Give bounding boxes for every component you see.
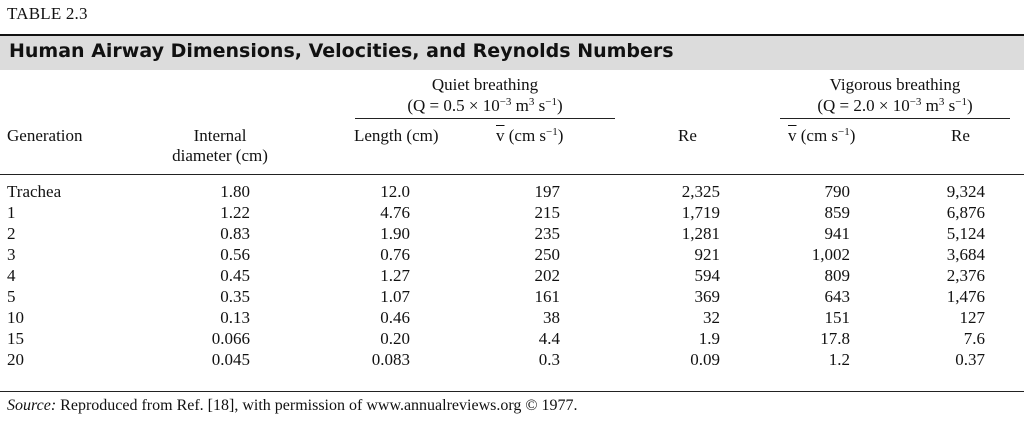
table-title: Human Airway Dimensions, Velocities, and… <box>9 40 674 62</box>
cell-generation: 1 <box>7 203 16 222</box>
cell-velocity-vigorous: 1,002 <box>811 245 850 264</box>
cell-generation: 3 <box>7 245 16 264</box>
cell-velocity-quiet: 202 <box>534 266 561 285</box>
table-row: Trachea 1.80 12.0 197 2,325 790 9,324 <box>0 181 1024 202</box>
cell-re-vigorous: 5,124 <box>946 224 985 243</box>
group-rule-vigorous <box>780 118 1010 119</box>
cell-velocity-vigorous: 643 <box>824 287 851 306</box>
table-row: 3 0.56 0.76 250 921 1,002 3,684 <box>0 244 1024 265</box>
cell-diameter: 0.45 <box>220 266 250 285</box>
cell-velocity-vigorous: 941 <box>824 224 851 243</box>
group-name-vigorous: Vigorous breathing <box>829 75 961 94</box>
table-title-bar: Human Airway Dimensions, Velocities, and… <box>0 34 1024 70</box>
bottom-rule <box>0 391 1024 392</box>
cell-re-vigorous: 0.37 <box>955 350 985 369</box>
cell-re-vigorous: 127 <box>959 308 986 327</box>
cell-re-quiet: 369 <box>694 287 721 306</box>
group-header-quiet: Quiet breathing (Q = 0.5 × 10−3 m3 s−1) <box>360 74 610 116</box>
cell-re-vigorous: 9,324 <box>946 182 985 201</box>
cell-velocity-quiet: 250 <box>534 245 561 264</box>
cell-velocity-quiet: 0.3 <box>538 350 560 369</box>
col-header-velocity-vigorous: v (cm s−1) <box>788 126 856 145</box>
cell-length: 1.07 <box>380 287 410 306</box>
cell-velocity-quiet: 215 <box>534 203 561 222</box>
cell-velocity-vigorous: 859 <box>824 203 851 222</box>
cell-velocity-vigorous: 1.2 <box>828 350 850 369</box>
table-row: 5 0.35 1.07 161 369 643 1,476 <box>0 286 1024 307</box>
cell-generation: 2 <box>7 224 16 243</box>
cell-generation: 5 <box>7 287 16 306</box>
cell-velocity-quiet: 38 <box>543 308 560 327</box>
cell-velocity-quiet: 161 <box>534 287 561 306</box>
cell-generation: Trachea <box>7 182 62 201</box>
group-formula-quiet: (Q = 0.5 × 10−3 m3 s−1) <box>407 96 563 115</box>
cell-velocity-vigorous: 790 <box>824 182 851 201</box>
cell-velocity-vigorous: 151 <box>824 308 851 327</box>
cell-diameter: 0.56 <box>220 245 250 264</box>
cell-length: 0.20 <box>380 329 410 348</box>
cell-re-quiet: 1,719 <box>681 203 720 222</box>
cell-diameter: 0.35 <box>220 287 250 306</box>
cell-re-vigorous: 7.6 <box>963 329 985 348</box>
source-text: Reproduced from Ref. [18], with permissi… <box>56 397 578 414</box>
cell-re-quiet: 0.09 <box>690 350 720 369</box>
header-rule <box>0 174 1024 175</box>
cell-generation: 20 <box>7 350 24 369</box>
cell-velocity-quiet: 4.4 <box>538 329 560 348</box>
cell-re-vigorous: 3,684 <box>946 245 985 264</box>
group-header-vigorous: Vigorous breathing (Q = 2.0 × 10−3 m3 s−… <box>780 74 1010 116</box>
group-name-quiet: Quiet breathing <box>431 75 539 94</box>
cell-re-quiet: 2,325 <box>681 182 720 201</box>
cell-re-vigorous: 2,376 <box>946 266 985 285</box>
table-row: 20 0.045 0.083 0.3 0.09 1.2 0.37 <box>0 349 1024 370</box>
table-row: 15 0.066 0.20 4.4 1.9 17.8 7.6 <box>0 328 1024 349</box>
cell-length: 12.0 <box>380 182 410 201</box>
table-row: 4 0.45 1.27 202 594 809 2,376 <box>0 265 1024 286</box>
col-header-length: Length (cm) <box>354 126 439 145</box>
cell-length: 0.46 <box>380 308 410 327</box>
table-body: Trachea 1.80 12.0 197 2,325 790 9,324 1 … <box>0 181 1024 370</box>
cell-diameter: 1.80 <box>220 182 250 201</box>
cell-length: 1.90 <box>380 224 410 243</box>
cell-length: 1.27 <box>380 266 410 285</box>
cell-diameter: 0.066 <box>211 329 250 348</box>
cell-re-quiet: 1,281 <box>681 224 720 243</box>
cell-re-quiet: 921 <box>694 245 721 264</box>
cell-diameter: 0.13 <box>220 308 250 327</box>
cell-diameter: 1.22 <box>220 203 250 222</box>
cell-velocity-vigorous: 17.8 <box>820 329 850 348</box>
cell-re-vigorous: 1,476 <box>946 287 985 306</box>
col-header-re-vigorous: Re <box>951 126 970 145</box>
col-header-generation: Generation <box>7 126 83 145</box>
cell-re-vigorous: 6,876 <box>946 203 985 222</box>
cell-diameter: 0.045 <box>211 350 250 369</box>
cell-length: 4.76 <box>380 203 410 222</box>
col-header-re-quiet: Re <box>678 126 697 145</box>
cell-length: 0.76 <box>380 245 410 264</box>
cell-diameter: 0.83 <box>220 224 250 243</box>
cell-generation: 10 <box>7 308 24 327</box>
col-header-velocity-quiet: v (cm s−1) <box>496 126 564 145</box>
table-row: 10 0.13 0.46 38 32 151 127 <box>0 307 1024 328</box>
group-rule-quiet <box>355 118 615 119</box>
cell-re-quiet: 594 <box>694 266 721 285</box>
cell-length: 0.083 <box>371 350 410 369</box>
group-formula-vigorous: (Q = 2.0 × 10−3 m3 s−1) <box>817 96 973 115</box>
cell-velocity-vigorous: 809 <box>824 266 851 285</box>
cell-generation: 15 <box>7 329 24 348</box>
source-note: Source: Reproduced from Ref. [18], with … <box>7 397 578 415</box>
cell-re-quiet: 32 <box>703 308 720 327</box>
cell-velocity-quiet: 235 <box>534 224 561 243</box>
source-label: Source: <box>7 397 57 414</box>
cell-velocity-quiet: 197 <box>534 182 561 201</box>
cell-generation: 4 <box>7 266 16 285</box>
table-row: 2 0.83 1.90 235 1,281 941 5,124 <box>0 223 1024 244</box>
table-label: TABLE 2.3 <box>7 4 88 23</box>
table-row: 1 1.22 4.76 215 1,719 859 6,876 <box>0 202 1024 223</box>
cell-re-quiet: 1.9 <box>698 329 720 348</box>
col-header-diameter: Internal diameter (cm) <box>172 126 268 165</box>
